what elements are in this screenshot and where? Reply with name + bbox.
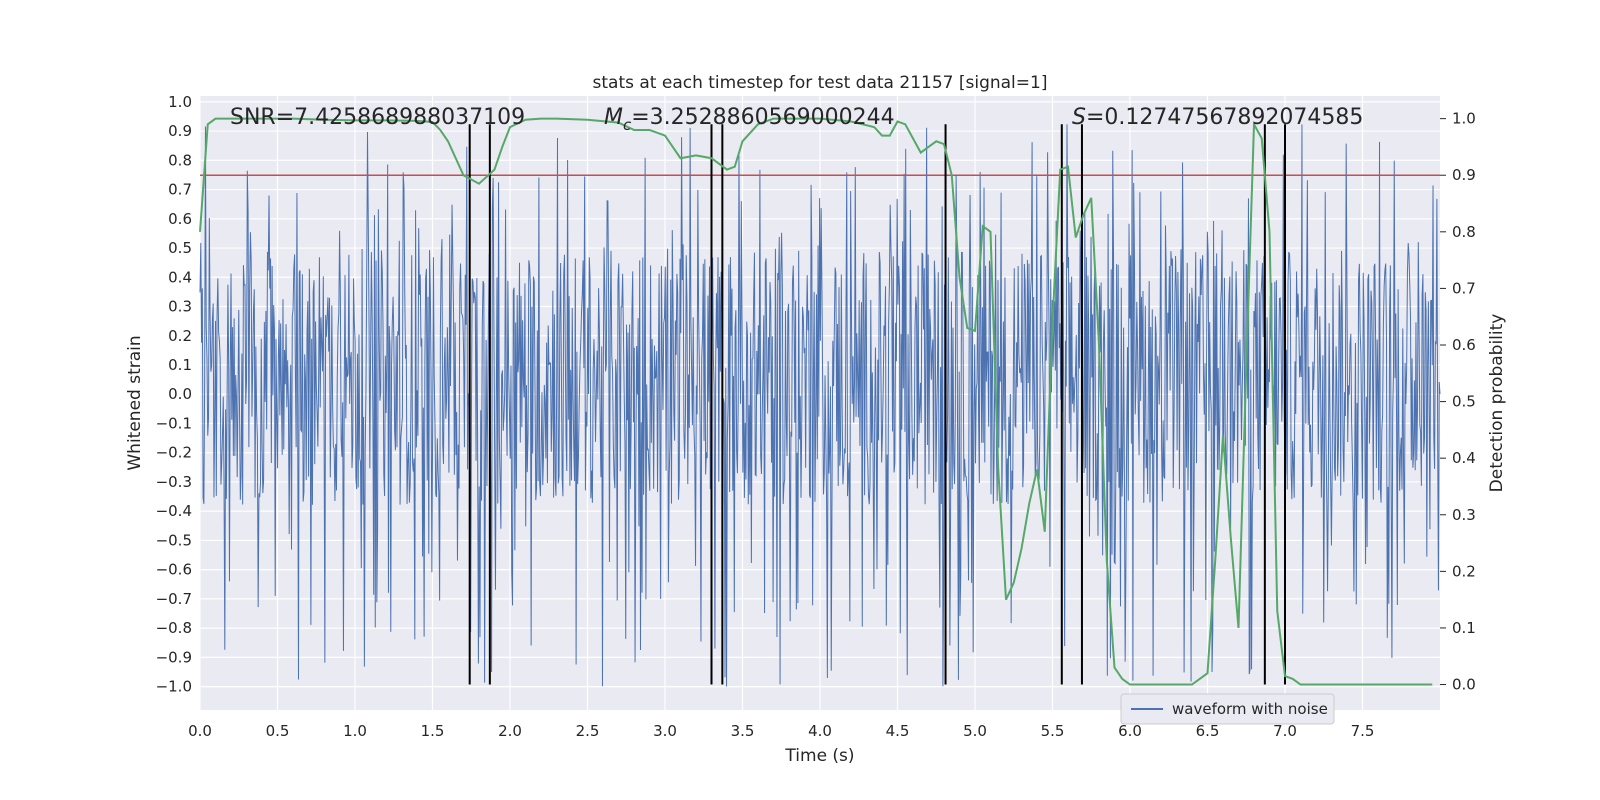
y-right-tick-label: 0.9 [1452,166,1476,184]
spin-value: =0.12747567892074585 [1086,105,1363,130]
y-right-tick-label: 0.1 [1452,619,1476,637]
y-right-tick-label: 0.5 [1452,393,1476,411]
spin-symbol: S [1072,105,1086,130]
y-right-tick-label: 0.3 [1452,506,1476,524]
x-tick-label: 1.5 [421,722,445,740]
y-left-tick-labels: 1.0 0.9 0.8 0.7 0.6 0.5 0.4 0.3 0.2 0.1 0.0 −0.1 −0.… [156,93,192,696]
x-tick-label: 3.5 [731,722,755,740]
y-left-tick-label: −0.4 [156,502,192,520]
y-left-tick-label: −0.6 [156,561,192,579]
y-right-tick-label: 0.0 [1452,676,1476,694]
chirp-mass-value: =3.2528860569000244 [631,105,894,130]
x-tick-label: 2.0 [498,722,522,740]
y-left-tick-label: 0.6 [168,210,192,228]
y-right-tick-label: 0.2 [1452,562,1476,580]
y-left-tick-label: 0.9 [168,122,192,140]
x-tick-labels: 0.0 0.5 1.0 1.5 2.0 2.5 3.0 3.5 4.0 4.5 5.0 5.5 6.0 6… [188,722,1374,740]
y-left-tick-label: 0.2 [168,327,192,345]
x-axis-label: Time (s) [784,746,854,766]
x-tick-label: 6.5 [1196,722,1220,740]
y-left-tick-label: 0.5 [168,239,192,257]
x-tick-label: 2.5 [576,722,600,740]
chirp-mass-subscript: c [623,116,632,134]
y-left-tick-label: 0.4 [168,268,192,286]
y-left-tick-label: 0.1 [168,356,192,374]
y-left-tick-label: −0.3 [156,473,192,491]
y-right-axis-label: Detection probability [1487,314,1507,493]
x-tick-label: 5.5 [1041,722,1065,740]
chirp-mass-annotation: Mc=3.2528860569000244 [604,105,895,134]
y-left-tick-label: −0.8 [156,619,192,637]
y-left-tick-label: −1.0 [156,678,192,696]
y-left-tick-label: 0.3 [168,298,192,316]
x-tick-label: 7.5 [1351,722,1375,740]
y-right-tick-label: 0.6 [1452,336,1476,354]
x-tick-label: 0.5 [266,722,290,740]
x-tick-label: 5.0 [963,722,987,740]
x-tick-label: 4.0 [808,722,832,740]
y-left-tick-label: 0.0 [168,385,192,403]
y-left-tick-label: −0.9 [156,648,192,666]
y-left-tick-label: 1.0 [168,93,192,111]
x-tick-label: 6.0 [1118,722,1142,740]
y-left-tick-label: 0.8 [168,151,192,169]
y-left-axis-label: Whitened strain [125,335,145,470]
y-left-tick-label: −0.5 [156,531,192,549]
y-left-tick-label: −0.7 [156,590,192,608]
detection-probability-line [199,117,1433,686]
spin-annotation: S=0.12747567892074585 [1072,105,1363,130]
legend-box [1120,693,1335,725]
y-right-tick-label: 0.8 [1452,223,1476,241]
legend-waveform-label: waveform with noise [1172,700,1328,718]
x-tick-label: 1.0 [343,722,367,740]
y-right-tick-labels: 1.0 0.9 0.8 0.7 0.6 0.5 0.4 0.3 0.2 0.1 0.0 [1440,110,1476,694]
y-left-tick-label: −0.1 [156,414,192,432]
y-right-tick-label: 1.0 [1452,110,1476,128]
snr-annotation: SNR=7.425868988037109 [230,105,525,130]
event-lines [468,124,1286,685]
x-tick-label: 7.0 [1273,722,1297,740]
y-right-tick-label: 0.7 [1452,279,1476,297]
y-left-tick-label: −0.2 [156,444,192,462]
legend: waveform with noise [1120,693,1335,725]
x-tick-label: 4.5 [886,722,910,740]
chart-title: stats at each timestep for test data 211… [593,73,1048,93]
y-right-tick-label: 0.4 [1452,449,1476,467]
x-tick-label: 0.0 [188,722,212,740]
chirp-mass-symbol: M [604,105,623,130]
waveform-series [199,124,1441,687]
x-tick-label: 3.0 [653,722,677,740]
y-left-tick-label: 0.7 [168,181,192,199]
